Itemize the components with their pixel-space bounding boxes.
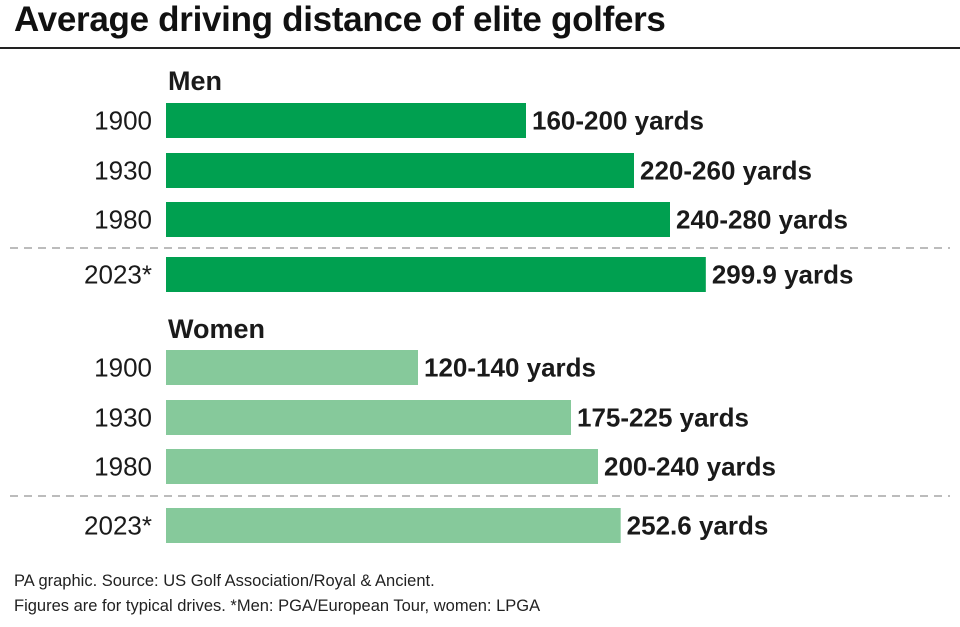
bar-women-2023 [166,508,621,543]
year-label-men-1900: 1900 [94,106,152,136]
source-note: PA graphic. Source: US Golf Association/… [14,572,435,590]
year-label-men-1930: 1930 [94,156,152,186]
group-header-women: Women [168,314,265,344]
title-rule [0,47,960,49]
year-label-men-1980: 1980 [94,205,152,235]
bar-women-1900 [166,350,418,385]
bar-men-1930 [166,153,634,188]
value-label-women-1930: 175-225 yards [577,403,749,433]
bar-women-1980 [166,449,598,484]
footer: PA graphic. Source: US Golf Association/… [14,569,540,619]
bar-men-1980 [166,202,670,237]
chart-title: Average driving distance of elite golfer… [14,0,666,39]
year-label-women-2023: 2023* [84,511,152,541]
value-label-women-1900: 120-140 yards [424,353,596,383]
bar-men-2023 [166,257,706,292]
footnote: Figures are for typical drives. *Men: PG… [14,597,541,615]
value-label-women-2023: 252.6 yards [627,511,769,541]
bar-men-1900 [166,103,526,138]
value-label-men-1980: 240-280 yards [676,205,848,235]
value-label-men-1900: 160-200 yards [532,106,704,136]
group-header-men: Men [168,66,222,96]
bar-chart: Men 1900 160-200 yards 1930 220-260 yards 198… [10,66,950,543]
year-label-men-2023: 2023* [84,260,152,290]
bar-women-1930 [166,400,571,435]
year-label-women-1930: 1930 [94,403,152,433]
year-label-women-1980: 1980 [94,452,152,482]
year-label-women-1900: 1900 [94,353,152,383]
value-label-men-2023: 299.9 yards [712,260,854,290]
value-label-men-1930: 220-260 yards [640,156,812,186]
value-label-women-1980: 200-240 yards [604,452,776,482]
